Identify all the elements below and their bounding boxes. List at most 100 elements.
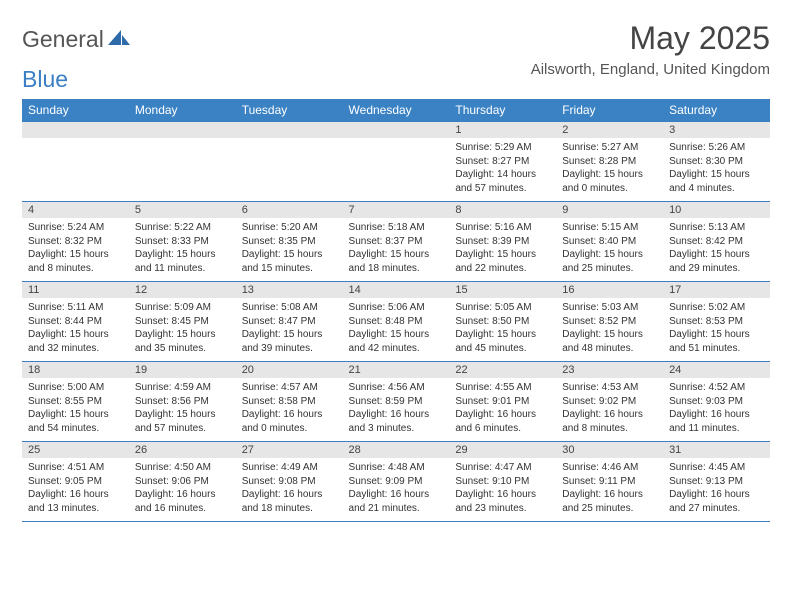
day-details: Sunrise: 5:08 AMSunset: 8:47 PMDaylight:… [236,298,343,361]
day-number: 27 [236,442,343,458]
daylight-text: Daylight: 15 hours and 51 minutes. [669,328,764,355]
sunset-text: Sunset: 8:27 PM [455,155,550,169]
day-number: 10 [663,202,770,218]
day-number: 21 [343,362,450,378]
day-number: 25 [22,442,129,458]
day-details: Sunrise: 5:22 AMSunset: 8:33 PMDaylight:… [129,218,236,281]
col-saturday: Saturday [663,99,770,122]
daylight-text: Daylight: 15 hours and 54 minutes. [28,408,123,435]
day-cell: 25Sunrise: 4:51 AMSunset: 9:05 PMDayligh… [22,442,129,522]
sunset-text: Sunset: 8:58 PM [242,395,337,409]
sunrise-text: Sunrise: 5:24 AM [28,221,123,235]
daylight-text: Daylight: 16 hours and 11 minutes. [669,408,764,435]
day-number: 15 [449,282,556,298]
day-details: Sunrise: 5:26 AMSunset: 8:30 PMDaylight:… [663,138,770,201]
month-title: May 2025 [531,20,770,57]
day-number: 24 [663,362,770,378]
daylight-text: Daylight: 14 hours and 57 minutes. [455,168,550,195]
day-details: Sunrise: 4:55 AMSunset: 9:01 PMDaylight:… [449,378,556,441]
day-details: Sunrise: 4:53 AMSunset: 9:02 PMDaylight:… [556,378,663,441]
sunrise-text: Sunrise: 5:00 AM [28,381,123,395]
calendar-table: Sunday Monday Tuesday Wednesday Thursday… [22,99,770,522]
daylight-text: Daylight: 16 hours and 23 minutes. [455,488,550,515]
sunrise-text: Sunrise: 5:05 AM [455,301,550,315]
sunset-text: Sunset: 8:35 PM [242,235,337,249]
day-number: 1 [449,122,556,138]
day-cell: 24Sunrise: 4:52 AMSunset: 9:03 PMDayligh… [663,362,770,442]
day-number: 30 [556,442,663,458]
day-details: Sunrise: 4:47 AMSunset: 9:10 PMDaylight:… [449,458,556,521]
day-cell: 18Sunrise: 5:00 AMSunset: 8:55 PMDayligh… [22,362,129,442]
sunrise-text: Sunrise: 4:55 AM [455,381,550,395]
week-row: 18Sunrise: 5:00 AMSunset: 8:55 PMDayligh… [22,362,770,442]
day-cell [343,122,450,202]
day-cell [236,122,343,202]
day-details: Sunrise: 4:50 AMSunset: 9:06 PMDaylight:… [129,458,236,521]
sunset-text: Sunset: 9:11 PM [562,475,657,489]
daylight-text: Daylight: 15 hours and 45 minutes. [455,328,550,355]
sunrise-text: Sunrise: 4:53 AM [562,381,657,395]
daylight-text: Daylight: 15 hours and 4 minutes. [669,168,764,195]
day-cell: 7Sunrise: 5:18 AMSunset: 8:37 PMDaylight… [343,202,450,282]
sunset-text: Sunset: 8:37 PM [349,235,444,249]
day-details: Sunrise: 4:56 AMSunset: 8:59 PMDaylight:… [343,378,450,441]
daylight-text: Daylight: 15 hours and 42 minutes. [349,328,444,355]
day-number: 13 [236,282,343,298]
day-number: 23 [556,362,663,378]
sunrise-text: Sunrise: 5:02 AM [669,301,764,315]
day-details: Sunrise: 5:06 AMSunset: 8:48 PMDaylight:… [343,298,450,361]
day-cell: 1Sunrise: 5:29 AMSunset: 8:27 PMDaylight… [449,122,556,202]
day-details [22,138,129,196]
col-thursday: Thursday [449,99,556,122]
day-cell: 17Sunrise: 5:02 AMSunset: 8:53 PMDayligh… [663,282,770,362]
daylight-text: Daylight: 15 hours and 57 minutes. [135,408,230,435]
day-number: 20 [236,362,343,378]
day-number: 2 [556,122,663,138]
day-cell: 31Sunrise: 4:45 AMSunset: 9:13 PMDayligh… [663,442,770,522]
day-number: 8 [449,202,556,218]
week-row: 1Sunrise: 5:29 AMSunset: 8:27 PMDaylight… [22,122,770,202]
day-number: 9 [556,202,663,218]
daylight-text: Daylight: 15 hours and 32 minutes. [28,328,123,355]
day-cell [129,122,236,202]
day-number [129,122,236,138]
day-cell: 3Sunrise: 5:26 AMSunset: 8:30 PMDaylight… [663,122,770,202]
sunset-text: Sunset: 9:05 PM [28,475,123,489]
day-cell: 12Sunrise: 5:09 AMSunset: 8:45 PMDayligh… [129,282,236,362]
sunrise-text: Sunrise: 5:06 AM [349,301,444,315]
location: Ailsworth, England, United Kingdom [531,61,770,78]
sunrise-text: Sunrise: 5:13 AM [669,221,764,235]
day-cell: 6Sunrise: 5:20 AMSunset: 8:35 PMDaylight… [236,202,343,282]
day-cell: 19Sunrise: 4:59 AMSunset: 8:56 PMDayligh… [129,362,236,442]
day-cell: 10Sunrise: 5:13 AMSunset: 8:42 PMDayligh… [663,202,770,282]
day-number: 18 [22,362,129,378]
sunset-text: Sunset: 8:53 PM [669,315,764,329]
day-number: 12 [129,282,236,298]
daylight-text: Daylight: 15 hours and 0 minutes. [562,168,657,195]
sunset-text: Sunset: 9:06 PM [135,475,230,489]
sunrise-text: Sunrise: 4:51 AM [28,461,123,475]
day-details: Sunrise: 4:46 AMSunset: 9:11 PMDaylight:… [556,458,663,521]
col-tuesday: Tuesday [236,99,343,122]
sunrise-text: Sunrise: 5:08 AM [242,301,337,315]
daylight-text: Daylight: 16 hours and 18 minutes. [242,488,337,515]
sunrise-text: Sunrise: 4:45 AM [669,461,764,475]
daylight-text: Daylight: 15 hours and 48 minutes. [562,328,657,355]
day-cell: 26Sunrise: 4:50 AMSunset: 9:06 PMDayligh… [129,442,236,522]
day-details: Sunrise: 5:27 AMSunset: 8:28 PMDaylight:… [556,138,663,201]
day-number: 14 [343,282,450,298]
sunset-text: Sunset: 8:56 PM [135,395,230,409]
sunset-text: Sunset: 8:28 PM [562,155,657,169]
day-cell: 13Sunrise: 5:08 AMSunset: 8:47 PMDayligh… [236,282,343,362]
day-details: Sunrise: 5:02 AMSunset: 8:53 PMDaylight:… [663,298,770,361]
daylight-text: Daylight: 15 hours and 8 minutes. [28,248,123,275]
sunset-text: Sunset: 8:48 PM [349,315,444,329]
week-row: 11Sunrise: 5:11 AMSunset: 8:44 PMDayligh… [22,282,770,362]
day-details: Sunrise: 4:52 AMSunset: 9:03 PMDaylight:… [663,378,770,441]
daylight-text: Daylight: 15 hours and 22 minutes. [455,248,550,275]
sunset-text: Sunset: 8:47 PM [242,315,337,329]
sunset-text: Sunset: 8:52 PM [562,315,657,329]
day-number: 28 [343,442,450,458]
day-number: 17 [663,282,770,298]
sunset-text: Sunset: 9:02 PM [562,395,657,409]
